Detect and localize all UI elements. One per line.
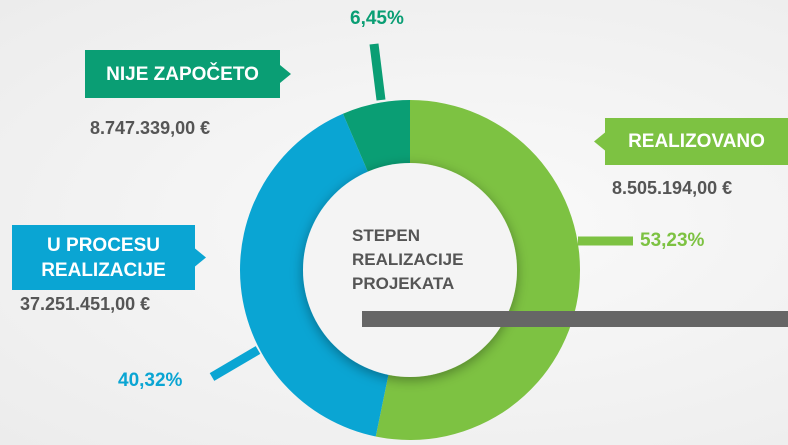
leader-line: [209, 346, 261, 381]
amount-label: 8.747.339,00 €: [90, 118, 211, 138]
value-label: 40,32%: [118, 370, 183, 391]
decor-bar: [362, 311, 788, 327]
callout-arrow: [280, 65, 291, 83]
leader-line: [369, 43, 386, 101]
value-label: 53,23%: [640, 230, 705, 251]
callout-label: NIJE ZAPOČETO: [85, 50, 280, 98]
center-label: STEPEN REALIZACIJE PROJEKATA: [352, 226, 464, 293]
callout-label: REALIZOVANO: [605, 118, 788, 165]
callout-arrow: [594, 132, 605, 151]
value-label: 6,45%: [350, 8, 404, 29]
callout-label: U PROCESU REALIZACIJE: [12, 225, 195, 290]
amount-label: 8.505.194,00 €: [612, 178, 733, 198]
amount-label: 37.251.451,00 €: [20, 294, 151, 314]
callout-arrow: [195, 248, 206, 267]
donut-segment: [375, 100, 580, 440]
donut-segment: [342, 100, 410, 179]
